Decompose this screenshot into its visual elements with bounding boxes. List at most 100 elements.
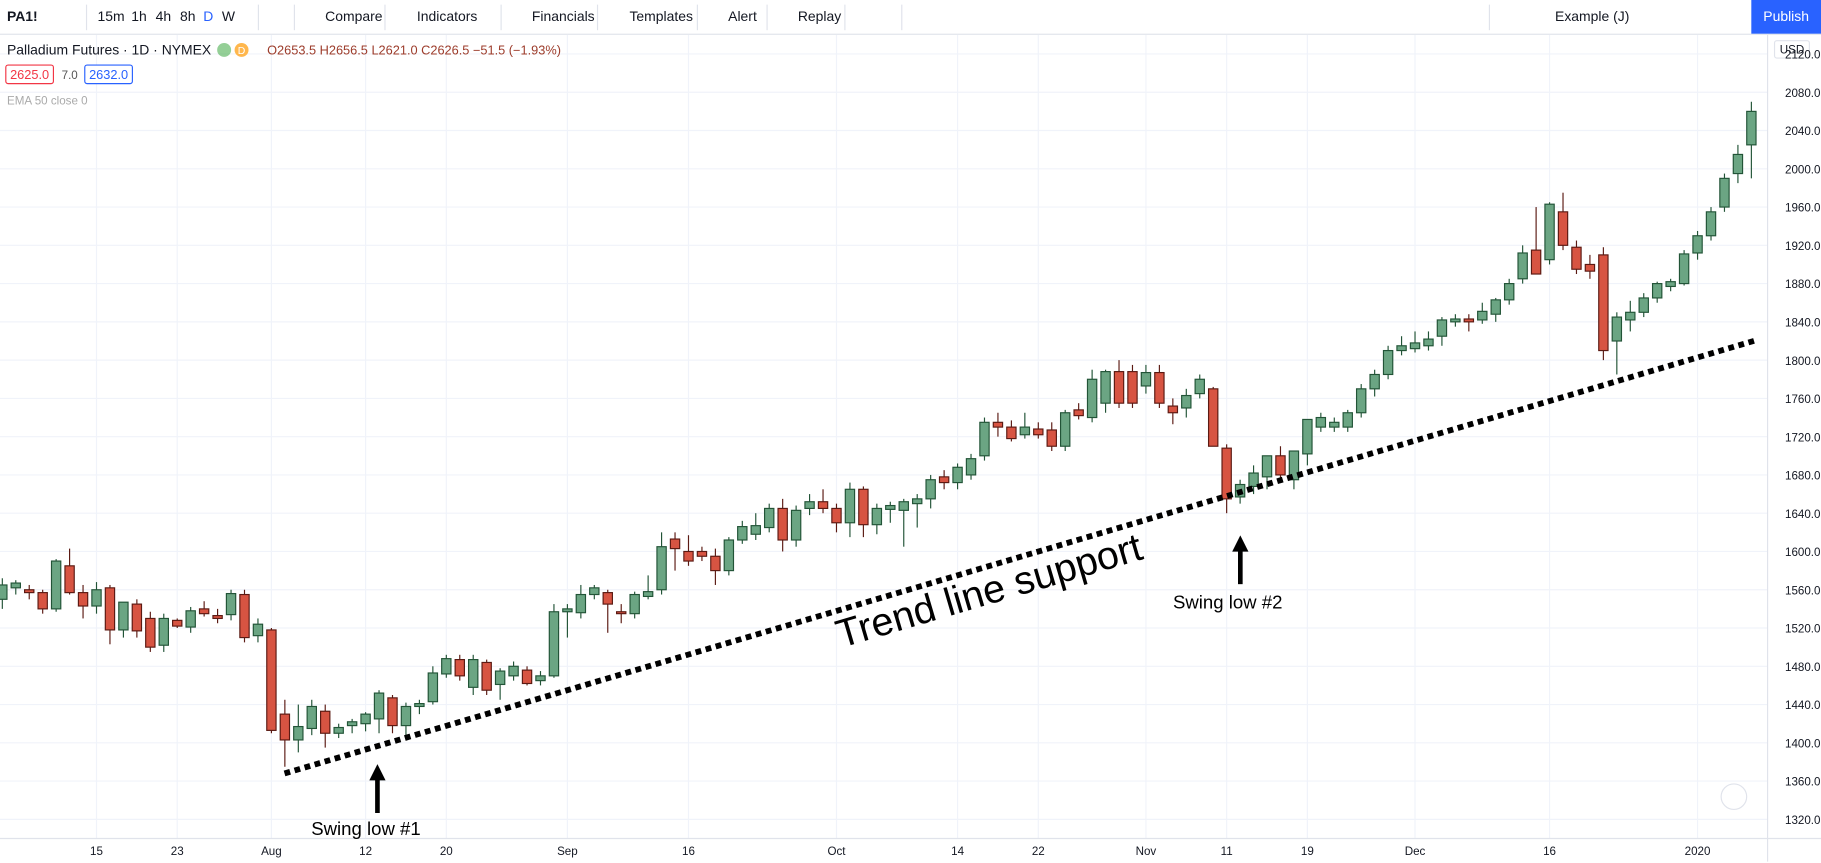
x-tick-label: Nov — [1136, 845, 1157, 858]
candle-body — [104, 587, 116, 631]
symbol[interactable]: PA1! — [6, 8, 38, 25]
y-tick-label: 1800.0 — [1785, 355, 1821, 368]
badge-text: D — [238, 46, 246, 57]
candle-body — [737, 526, 748, 541]
candle-body — [683, 550, 694, 562]
ask-box[interactable] — [84, 64, 133, 85]
candle-body — [925, 479, 936, 500]
bid: 2625.0 — [10, 67, 49, 82]
candle-body — [1665, 281, 1676, 288]
candle-body — [1221, 447, 1232, 500]
layout-menu[interactable]: Example (J) — [1555, 8, 1630, 25]
interval[interactable]: 1h — [131, 8, 147, 25]
interval[interactable]: 8h — [180, 8, 196, 25]
candle-body — [1100, 371, 1111, 404]
candle-body — [279, 713, 291, 741]
interval[interactable]: D — [203, 8, 214, 25]
interval[interactable]: W — [221, 8, 235, 25]
candle-body — [494, 670, 506, 686]
swing-low-label: Swing low #2 — [1173, 592, 1282, 613]
scroll-button[interactable] — [1720, 783, 1748, 811]
compare-button[interactable]: Compare — [325, 8, 383, 25]
candle-body — [306, 705, 317, 730]
candle-body — [790, 509, 802, 541]
replay-button[interactable]: Replay — [797, 8, 842, 25]
candle-body — [1705, 211, 1717, 237]
candle-body — [723, 539, 735, 572]
bid-box[interactable] — [5, 64, 55, 85]
candle-body — [1719, 177, 1730, 208]
currency-box[interactable] — [1773, 40, 1810, 59]
candle-body — [831, 507, 842, 524]
x-tick-label: 11 — [1221, 845, 1233, 858]
interval[interactable]: 15m — [97, 8, 125, 25]
candle-body — [804, 501, 815, 510]
candle-body — [575, 593, 587, 614]
candle-body — [1140, 371, 1152, 387]
x-tick-label: 16 — [1543, 845, 1556, 858]
y-tick-label: 2040.0 — [1785, 125, 1821, 138]
y-tick-label: 1560.0 — [1785, 584, 1821, 597]
candle-body — [333, 726, 344, 734]
y-tick-label: 1840.0 — [1785, 317, 1821, 330]
candle-body — [992, 421, 1004, 428]
candle-body — [1315, 416, 1327, 428]
candle-body — [481, 661, 492, 691]
y-tick-label: 2120.0 — [1785, 49, 1821, 62]
candle-body — [1584, 263, 1596, 272]
candle-body — [37, 592, 48, 610]
alert-button[interactable]: Alert — [728, 8, 757, 25]
x-tick-label: 16 — [682, 845, 695, 858]
x-tick-label: 22 — [1032, 845, 1045, 858]
candle-body — [1530, 249, 1542, 275]
y-tick-label: 1400.0 — [1785, 737, 1821, 750]
candle-body — [266, 629, 277, 731]
candle-body — [50, 560, 62, 610]
y-tick-label: 1960.0 — [1785, 202, 1821, 215]
candle-body — [91, 589, 102, 607]
candle-body — [373, 692, 385, 720]
candle-body — [1651, 283, 1663, 299]
spread: 7.0 — [62, 69, 78, 82]
candle-body — [427, 672, 439, 703]
templates-button[interactable]: Templates — [629, 8, 693, 25]
x-tick-label: 20 — [440, 845, 453, 858]
candle-body — [158, 617, 169, 646]
x-tick-label: Oct — [827, 845, 846, 858]
legend-title: Palladium Futures · 1D · NYMEX — [7, 42, 211, 58]
candle-body — [441, 658, 452, 675]
candle-body — [1194, 378, 1205, 395]
candle-body — [467, 659, 479, 688]
candle-body — [1544, 203, 1555, 261]
swing-low-label: Swing low #1 — [311, 818, 420, 839]
financials-button[interactable]: Financials — [531, 8, 595, 25]
candle-body — [1625, 311, 1636, 321]
x-tick-label: 19 — [1301, 845, 1314, 858]
candle-body — [1006, 426, 1017, 440]
candle-body — [239, 593, 250, 639]
candle-body — [535, 675, 546, 682]
x-tick-label: Dec — [1405, 845, 1426, 858]
candle-body — [589, 587, 600, 596]
y-tick-label: 1440.0 — [1785, 699, 1821, 712]
candle-body — [898, 501, 909, 511]
candle-body — [1329, 421, 1340, 428]
interval[interactable]: 4h — [155, 8, 172, 25]
y-tick-label: 1920.0 — [1785, 240, 1821, 253]
candle-body — [360, 713, 371, 725]
candle-body — [1396, 345, 1407, 352]
candle-body — [212, 614, 223, 620]
y-tick-label: 1360.0 — [1785, 776, 1821, 789]
candle-body — [1436, 319, 1448, 337]
candle-body — [1598, 254, 1609, 352]
candle-body — [965, 458, 977, 476]
publish-button[interactable]: Publish — [1751, 0, 1821, 34]
candle-body — [1019, 426, 1031, 436]
indicators-button[interactable]: Indicators — [416, 8, 478, 25]
y-tick-label: 1600.0 — [1785, 546, 1821, 559]
candle-body — [414, 703, 425, 708]
candle-body — [979, 421, 990, 457]
candle-body — [1557, 211, 1569, 246]
candle-body — [346, 721, 358, 727]
